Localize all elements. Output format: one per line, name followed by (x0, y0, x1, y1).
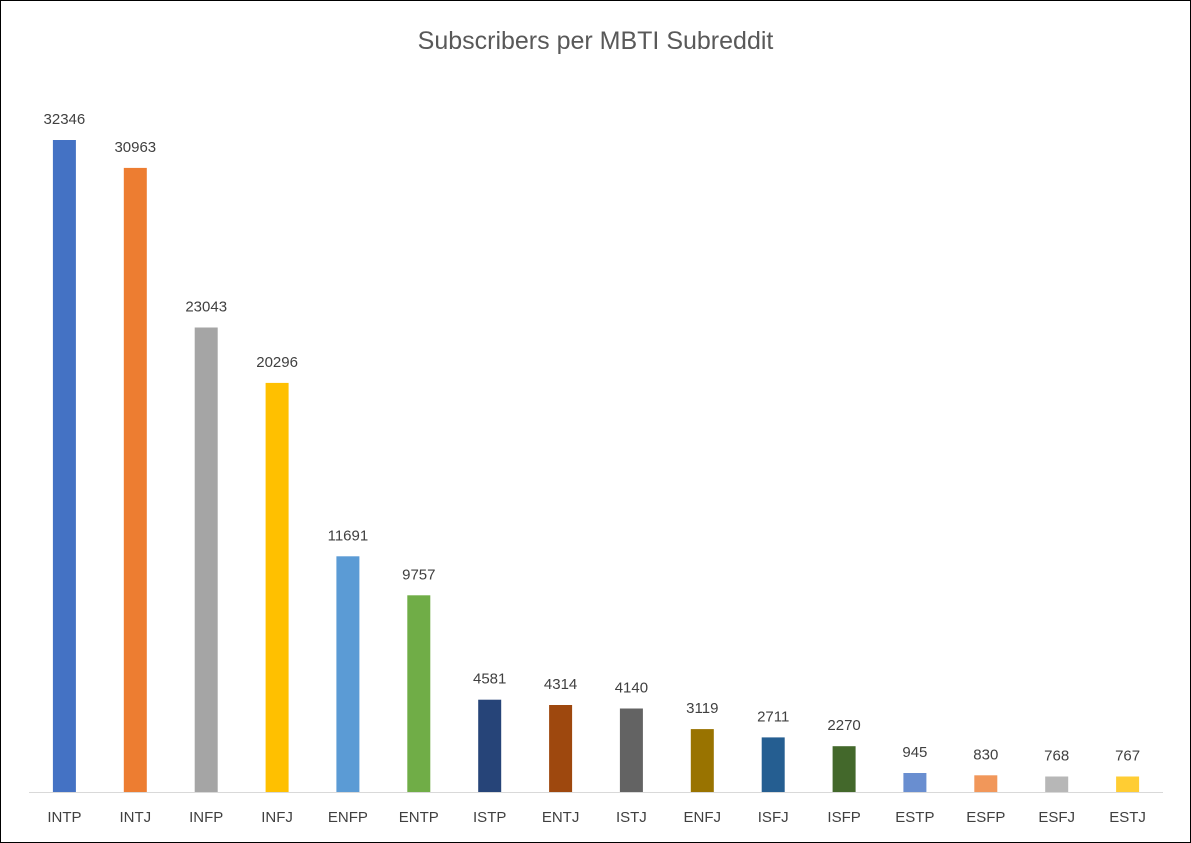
data-label-esfj: 768 (1044, 748, 1069, 765)
bar-estj (1116, 776, 1140, 792)
bar-esfp (974, 775, 998, 792)
data-label-istj: 4140 (615, 680, 648, 697)
data-label-esfp: 830 (973, 746, 998, 763)
x-tick-label-entp: ENTP (399, 809, 439, 826)
data-label-isfj: 2711 (757, 708, 789, 725)
x-tick-label-estp: ESTP (895, 809, 934, 826)
data-label-enfj: 3119 (686, 700, 718, 717)
bar-infj (265, 382, 289, 792)
x-tick-label-estj: ESTJ (1109, 809, 1146, 826)
bar-esfj (1045, 776, 1069, 792)
data-label-isfp: 2270 (827, 717, 860, 734)
data-label-entp: 9757 (402, 566, 435, 583)
bar-enfj (690, 729, 714, 792)
data-label-estp: 945 (902, 744, 927, 761)
x-tick-label-enfj: ENFJ (684, 809, 722, 826)
data-label-infj: 20296 (256, 354, 298, 371)
bar-intj (123, 167, 147, 792)
x-tick-label-infp: INFP (189, 809, 223, 826)
bar-intp (52, 140, 76, 792)
bar-istp (478, 699, 502, 792)
bar-isfj (761, 737, 785, 792)
data-label-entj: 4314 (544, 676, 577, 693)
x-tick-label-isfj: ISFJ (758, 809, 789, 826)
x-tick-label-esfp: ESFP (966, 809, 1005, 826)
bar-estp (903, 773, 927, 792)
x-tick-label-intj: INTJ (119, 809, 151, 826)
data-label-intj: 30963 (114, 139, 156, 156)
x-tick-label-istj: ISTJ (616, 809, 647, 826)
bar-entj (549, 705, 573, 792)
data-label-estj: 767 (1115, 748, 1140, 765)
x-tick-label-enfp: ENFP (328, 809, 368, 826)
bar-istj (619, 708, 643, 792)
data-label-istp: 4581 (473, 671, 506, 688)
bar-isfp (832, 746, 856, 792)
x-tick-label-istp: ISTP (473, 809, 506, 826)
data-label-enfp: 11691 (328, 527, 369, 544)
x-tick-label-entj: ENTJ (542, 809, 580, 826)
x-tick-label-esfj: ESFJ (1038, 809, 1075, 826)
chart-title: Subscribers per MBTI Subreddit (417, 27, 774, 55)
x-tick-label-intp: INTP (47, 809, 81, 826)
data-label-infp: 23043 (185, 299, 227, 316)
x-tick-label-isfp: ISFP (827, 809, 860, 826)
x-tick-label-infj: INFJ (261, 809, 293, 826)
bar-enfp (336, 556, 360, 792)
data-label-intp: 32346 (44, 111, 86, 128)
bar-entp (407, 595, 431, 792)
bar-infp (194, 327, 218, 792)
